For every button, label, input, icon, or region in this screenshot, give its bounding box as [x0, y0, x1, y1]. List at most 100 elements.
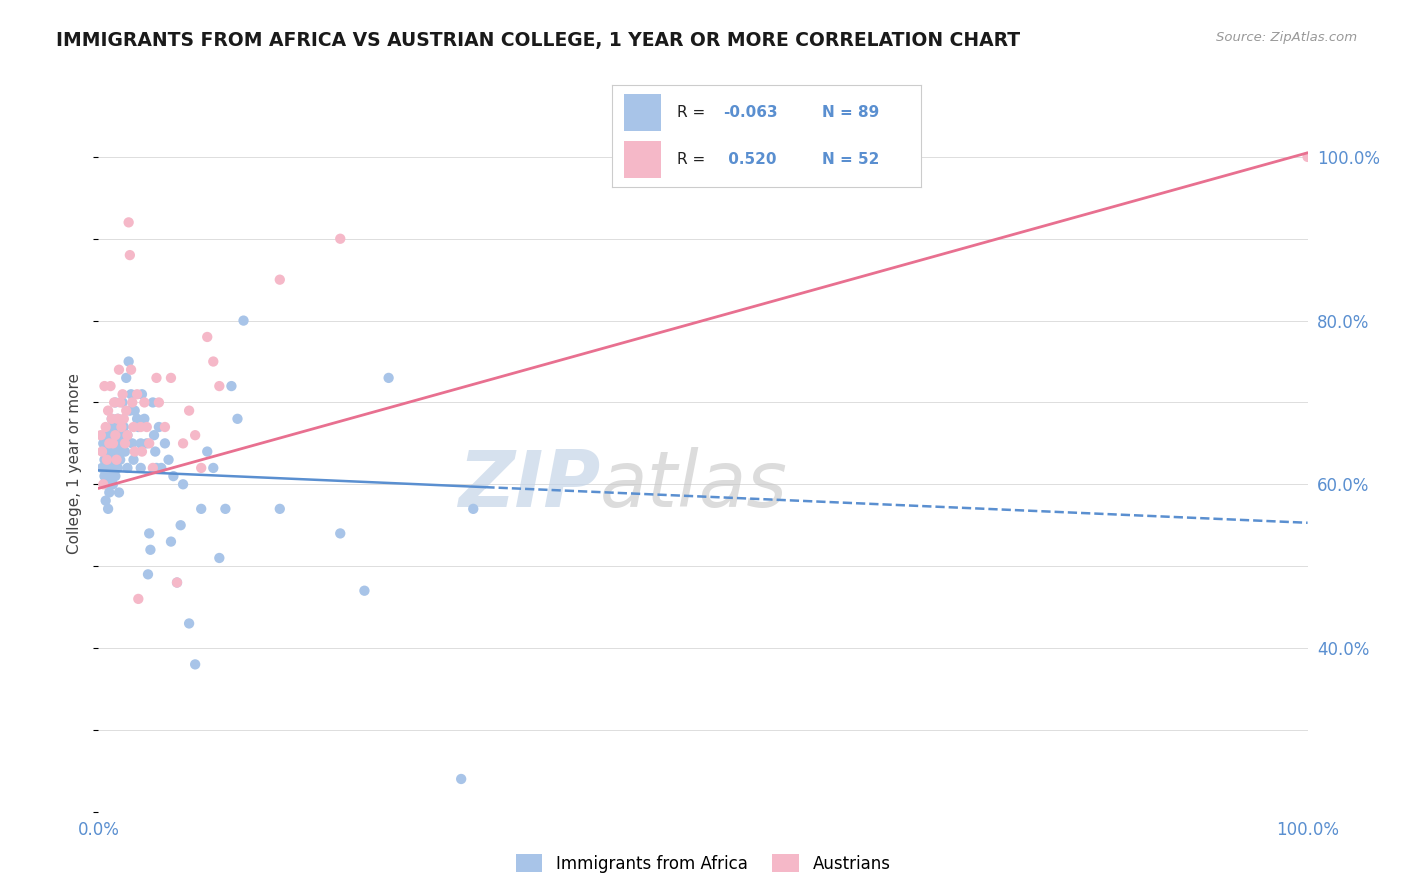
Point — [166, 575, 188, 590]
Text: atlas: atlas — [600, 447, 789, 523]
Point — [131, 387, 153, 401]
Point — [179, 616, 201, 631]
Point — [114, 444, 136, 458]
Point — [160, 534, 183, 549]
Point — [104, 444, 127, 458]
Point — [124, 403, 146, 417]
Point — [93, 452, 115, 467]
Point — [127, 412, 149, 426]
Point — [90, 428, 112, 442]
Point — [100, 461, 122, 475]
Point — [184, 657, 207, 672]
Point — [195, 444, 218, 458]
Point — [100, 379, 122, 393]
Point — [127, 420, 149, 434]
Point — [111, 395, 134, 409]
Text: R =: R = — [676, 153, 710, 167]
Point — [131, 444, 153, 458]
Point — [117, 461, 139, 475]
Point — [145, 371, 167, 385]
Point — [117, 428, 139, 442]
Point — [145, 461, 167, 475]
Point — [124, 444, 146, 458]
Point — [105, 452, 128, 467]
Point — [190, 501, 212, 516]
Point — [148, 420, 170, 434]
Point — [104, 428, 127, 442]
Point — [112, 412, 135, 426]
Point — [208, 551, 231, 566]
Point — [135, 436, 157, 450]
Point — [135, 420, 157, 434]
Point — [118, 248, 141, 262]
Point — [103, 461, 125, 475]
Text: N = 52: N = 52 — [823, 153, 879, 167]
Point — [91, 477, 114, 491]
Point — [208, 379, 231, 393]
Point — [112, 420, 135, 434]
Point — [129, 461, 152, 475]
Point — [110, 428, 132, 442]
Point — [450, 772, 472, 786]
Point — [214, 501, 236, 516]
Point — [121, 436, 143, 450]
Point — [91, 444, 114, 458]
Point — [108, 485, 131, 500]
Point — [127, 387, 149, 401]
Point — [98, 469, 121, 483]
Point — [104, 395, 127, 409]
Bar — [624, 141, 661, 178]
Point — [96, 452, 118, 467]
Point — [353, 583, 375, 598]
Point — [100, 436, 122, 450]
Point — [100, 444, 122, 458]
Point — [101, 452, 124, 467]
Point — [101, 477, 124, 491]
Point — [127, 591, 149, 606]
Text: IMMIGRANTS FROM AFRICA VS AUSTRIAN COLLEGE, 1 YEAR OR MORE CORRELATION CHART: IMMIGRANTS FROM AFRICA VS AUSTRIAN COLLE… — [56, 31, 1021, 50]
Point — [118, 403, 141, 417]
Point — [195, 330, 218, 344]
Point — [269, 501, 291, 516]
Point — [105, 428, 128, 442]
Point — [143, 444, 166, 458]
Point — [94, 477, 117, 491]
Point — [117, 428, 139, 442]
Point — [122, 420, 145, 434]
Point — [463, 501, 485, 516]
Point — [153, 420, 176, 434]
Point — [111, 387, 134, 401]
Text: ZIP: ZIP — [458, 447, 600, 523]
Point — [100, 412, 122, 426]
Point — [153, 436, 176, 450]
Point — [97, 428, 120, 442]
Point — [120, 387, 142, 401]
Point — [115, 371, 138, 385]
Point — [108, 436, 131, 450]
Point — [129, 436, 152, 450]
Point — [108, 362, 131, 376]
Point — [111, 444, 134, 458]
Point — [169, 518, 191, 533]
Point — [232, 313, 254, 327]
Point — [94, 420, 117, 434]
Point — [114, 436, 136, 450]
Point — [329, 232, 352, 246]
Point — [103, 395, 125, 409]
Point — [162, 469, 184, 483]
Point — [108, 420, 131, 434]
Point — [142, 461, 165, 475]
Point — [221, 379, 243, 393]
Point — [105, 452, 128, 467]
Text: R =: R = — [676, 105, 710, 120]
Point — [134, 412, 156, 426]
Point — [100, 412, 122, 426]
Point — [103, 436, 125, 450]
Point — [101, 436, 124, 450]
Point — [329, 526, 352, 541]
Point — [138, 526, 160, 541]
Point — [97, 477, 120, 491]
Point — [98, 485, 121, 500]
Point — [202, 354, 225, 368]
Point — [94, 493, 117, 508]
